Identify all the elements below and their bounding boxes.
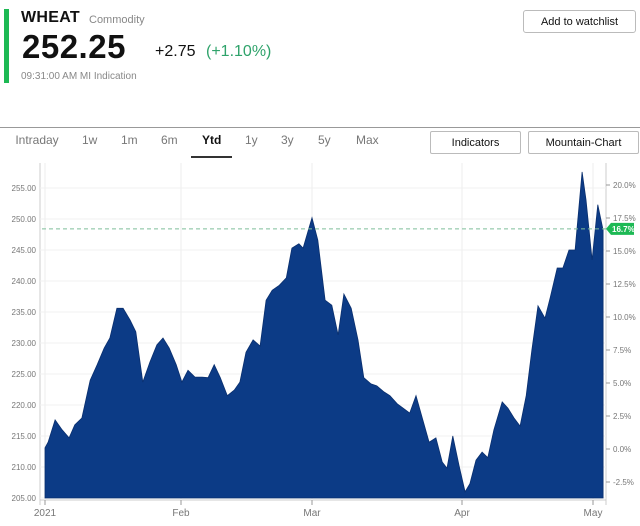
price-change: +2.75 xyxy=(155,43,196,60)
symbol: WHEAT xyxy=(21,9,80,26)
y-tick-label-right: 12.5% xyxy=(613,280,636,289)
divider xyxy=(0,127,640,128)
indicators-button[interactable]: Indicators xyxy=(430,131,521,154)
tab-1w[interactable]: 1w xyxy=(82,133,98,147)
tab-5y[interactable]: 5y xyxy=(318,133,331,147)
y-tick-label-left: 215.00 xyxy=(12,432,37,441)
y-tick-label-left: 220.00 xyxy=(12,401,37,410)
y-tick-label-left: 230.00 xyxy=(12,339,37,348)
tab-1y[interactable]: 1y xyxy=(245,133,258,147)
y-tick-label-right: 17.5% xyxy=(613,214,636,223)
tab-3y[interactable]: 3y xyxy=(281,133,294,147)
reference-badge xyxy=(606,222,634,235)
y-tick-label-left: 210.00 xyxy=(12,463,37,472)
y-tick-label-right: 2.5% xyxy=(613,412,631,421)
y-tick-label-right: 0.0% xyxy=(613,445,631,454)
tab-6m[interactable]: 6m xyxy=(161,133,178,147)
y-tick-label-right: 20.0% xyxy=(613,181,636,190)
y-tick-label-right: -2.5% xyxy=(613,478,634,487)
chart-type-button[interactable]: Mountain-Chart xyxy=(528,131,639,154)
range-tabs: Intraday 1w 1m 6m Ytd 1y 3y 5y Max xyxy=(0,130,420,158)
x-tick-label: Feb xyxy=(172,508,190,519)
y-tick-label-right: 5.0% xyxy=(613,379,631,388)
y-tick-label-left: 240.00 xyxy=(12,277,37,286)
y-tick-label-left: 225.00 xyxy=(12,370,37,379)
y-tick-label-left: 250.00 xyxy=(12,215,37,224)
y-tick-label-left: 245.00 xyxy=(12,246,37,255)
y-tick-label-left: 205.00 xyxy=(12,494,37,503)
instrument-type: Commodity xyxy=(89,14,145,26)
y-tick-label-right: 10.0% xyxy=(613,313,636,322)
price-change-percent: (+1.10%) xyxy=(206,43,272,60)
x-tick-label: 2021 xyxy=(34,508,57,519)
x-tick-label: Mar xyxy=(303,508,321,519)
tab-ytd[interactable]: Ytd xyxy=(191,130,232,158)
y-tick-label-right: 15.0% xyxy=(613,247,636,256)
timestamp: 09:31:00 AM MI Indication xyxy=(21,71,137,82)
y-tick-label-left: 255.00 xyxy=(12,184,37,193)
last-price: 252.25 xyxy=(22,28,126,65)
y-tick-label-right: 7.5% xyxy=(613,346,631,355)
y-tick-label-left: 235.00 xyxy=(12,308,37,317)
tab-max[interactable]: Max xyxy=(356,133,379,147)
x-tick-label: Apr xyxy=(454,508,470,519)
tab-intraday[interactable]: Intraday xyxy=(15,133,59,147)
add-to-watchlist-button[interactable]: Add to watchlist xyxy=(523,10,636,33)
tab-1m[interactable]: 1m xyxy=(121,133,138,147)
x-tick-label: May xyxy=(584,508,603,519)
price-area xyxy=(44,171,604,499)
reference-badge-label: 16.7% xyxy=(612,225,635,234)
accent-bar xyxy=(4,9,9,83)
